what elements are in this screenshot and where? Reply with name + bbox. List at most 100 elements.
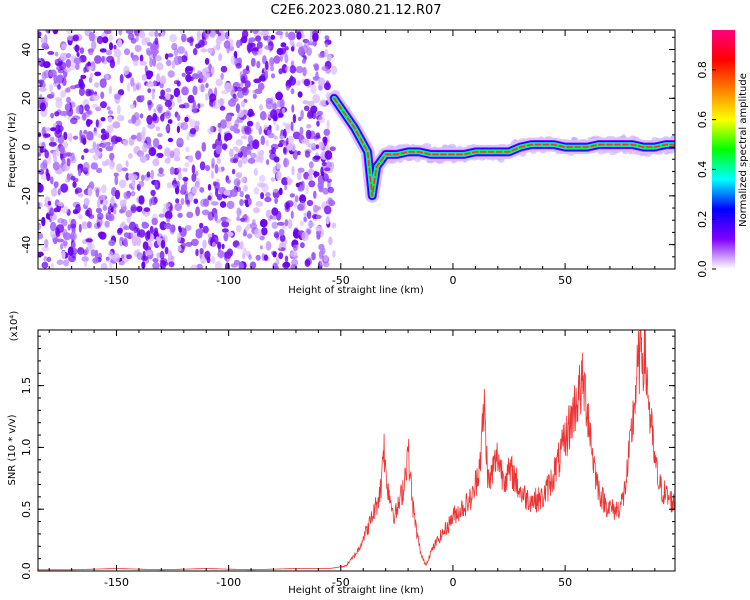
noise-speck bbox=[220, 65, 228, 73]
noise-speck bbox=[315, 225, 323, 232]
noise-speck bbox=[312, 204, 319, 213]
noise-speck bbox=[196, 263, 203, 269]
noise-speck bbox=[285, 200, 294, 208]
x-tick-label: -150 bbox=[104, 576, 129, 589]
noise-speck bbox=[252, 139, 260, 150]
noise-speck bbox=[237, 159, 243, 168]
noise-speck bbox=[175, 198, 180, 204]
noise-speck bbox=[75, 63, 80, 70]
noise-speck bbox=[261, 227, 268, 236]
noise-speck bbox=[206, 256, 211, 264]
noise-speck bbox=[223, 82, 230, 91]
noise-speck bbox=[136, 119, 142, 125]
noise-speck bbox=[255, 121, 261, 131]
noise-speck bbox=[205, 93, 209, 101]
noise-speck bbox=[230, 263, 238, 268]
noise-speck bbox=[324, 167, 331, 172]
noise-speck bbox=[59, 52, 68, 61]
noise-speck bbox=[266, 159, 270, 166]
noise-speck bbox=[41, 261, 49, 269]
noise-speck bbox=[331, 222, 337, 229]
noise-speck bbox=[102, 36, 109, 44]
noise-speck bbox=[322, 187, 329, 195]
noise-speck bbox=[239, 217, 246, 222]
noise-speck bbox=[278, 243, 282, 250]
noise-speck bbox=[242, 151, 248, 158]
x-tick-label: 0 bbox=[449, 274, 456, 287]
noise-speck bbox=[191, 164, 196, 174]
noise-speck bbox=[265, 192, 271, 198]
noise-speck bbox=[80, 74, 87, 80]
noise-speck bbox=[69, 85, 77, 90]
noise-speck bbox=[106, 55, 115, 63]
noise-speck bbox=[275, 170, 282, 181]
noise-speck bbox=[56, 238, 64, 243]
noise-speck bbox=[150, 189, 156, 197]
noise-speck bbox=[125, 172, 130, 181]
noise-speck bbox=[218, 124, 222, 134]
spectrogram-x-label: Height of straight line (km) bbox=[288, 285, 424, 296]
noise-speck bbox=[66, 158, 71, 167]
noise-speck bbox=[278, 228, 285, 236]
noise-speck bbox=[199, 248, 204, 255]
noise-speck bbox=[248, 254, 252, 260]
noise-speck bbox=[46, 256, 52, 263]
noise-speck bbox=[87, 61, 91, 67]
noise-speck bbox=[136, 150, 145, 158]
noise-speck bbox=[197, 103, 201, 109]
noise-speck bbox=[100, 262, 108, 269]
noise-speck bbox=[273, 135, 278, 140]
noise-speck bbox=[300, 242, 305, 249]
noise-speck bbox=[274, 232, 279, 239]
noise-speck bbox=[41, 71, 47, 81]
noise-speck bbox=[290, 121, 294, 132]
noise-speck bbox=[308, 180, 316, 188]
noise-speck bbox=[259, 235, 265, 241]
noise-speck bbox=[113, 44, 117, 50]
noise-speck bbox=[269, 57, 275, 67]
noise-speck bbox=[304, 259, 311, 267]
noise-speck bbox=[225, 114, 232, 122]
noise-speck bbox=[204, 57, 210, 65]
noise-speck bbox=[246, 233, 253, 239]
noise-speck bbox=[184, 224, 192, 231]
noise-speck bbox=[95, 207, 102, 214]
colorbar-axis: 0.0 0.2 0.4 0.6 0.8 bbox=[696, 61, 716, 278]
noise-speck bbox=[146, 230, 151, 240]
noise-speck bbox=[84, 104, 90, 112]
noise-speck bbox=[193, 198, 199, 204]
spectrogram-y-axis: -40 -20 0 20 40 bbox=[20, 36, 675, 270]
noise-speck bbox=[78, 223, 82, 233]
noise-speck bbox=[287, 135, 294, 145]
noise-speck bbox=[237, 91, 244, 99]
noise-speck bbox=[216, 193, 223, 201]
noise-speck bbox=[266, 129, 272, 136]
noise-speck bbox=[40, 161, 48, 171]
noise-speck bbox=[156, 73, 161, 83]
noise-speck bbox=[239, 190, 244, 198]
noise-speck bbox=[210, 201, 219, 206]
noise-speck bbox=[108, 42, 114, 51]
noise-speck bbox=[285, 66, 291, 72]
noise-speck bbox=[290, 251, 298, 258]
x-tick-label: 0 bbox=[449, 576, 456, 589]
noise-speck bbox=[238, 261, 244, 269]
noise-speck bbox=[86, 221, 92, 229]
noise-speck bbox=[273, 55, 281, 64]
noise-speck bbox=[318, 185, 324, 193]
noise-speck bbox=[318, 52, 326, 59]
noise-speck bbox=[295, 66, 304, 74]
noise-speck bbox=[82, 162, 90, 172]
noise-speck bbox=[118, 179, 127, 189]
noise-speck bbox=[250, 57, 256, 67]
noise-speck bbox=[61, 219, 68, 227]
noise-speck bbox=[252, 93, 257, 99]
noise-speck bbox=[167, 70, 175, 78]
noise-speck bbox=[217, 251, 225, 259]
noise-speck bbox=[152, 57, 157, 67]
noise-speck bbox=[38, 152, 42, 157]
noise-speck bbox=[71, 241, 76, 249]
noise-speck bbox=[57, 84, 61, 90]
noise-speck bbox=[201, 142, 207, 152]
noise-speck bbox=[88, 48, 94, 56]
